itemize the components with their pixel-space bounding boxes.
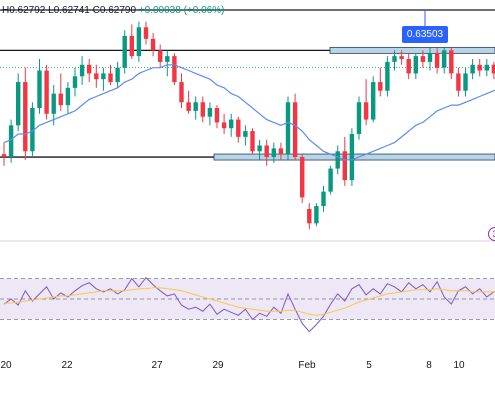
candle-body [477, 64, 482, 71]
candle-body [413, 56, 418, 74]
candle-body [193, 102, 198, 111]
candle-body [172, 56, 177, 83]
candle-body [108, 73, 113, 83]
candle-body [58, 93, 63, 106]
candle-body [165, 56, 170, 62]
candle-body [200, 102, 205, 117]
candle-body [158, 50, 163, 62]
price-label[interactable]: 0.63503 [402, 26, 448, 43]
candle-body [37, 70, 42, 109]
candle-body [179, 82, 184, 103]
candle-body [449, 50, 454, 74]
candle-body [456, 73, 461, 91]
candle-body [186, 102, 191, 111]
rsi-line [3, 276, 495, 333]
ohlc-legend: H0.62792 L0.62741 C0.62790 +0.00038 (+0.… [2, 5, 224, 16]
candle-body [406, 59, 411, 74]
candle-body [150, 38, 156, 51]
candle-body [79, 64, 85, 77]
candle-body [442, 50, 447, 68]
candle-body [51, 93, 56, 114]
candle-body [427, 53, 433, 62]
x-tick-label: Feb [298, 360, 316, 371]
candle-body [349, 133, 355, 181]
candle-body [30, 108, 35, 152]
candle-body [285, 102, 291, 155]
price-change: +0.00038 (+0.06%) [138, 5, 225, 16]
candle-body [207, 108, 213, 117]
candle-body [229, 119, 234, 129]
candle-body [399, 56, 404, 60]
ohlc-values: H0.62792 L0.62741 C0.62790 [2, 5, 139, 16]
candle-body [87, 64, 92, 74]
candle-body [115, 67, 120, 83]
candle-body [72, 76, 78, 88]
candle-body [378, 82, 383, 91]
candle-body [356, 102, 362, 134]
candle-body [221, 122, 227, 129]
candle-body [484, 64, 489, 71]
candle-body [434, 53, 440, 68]
candle-body [278, 148, 284, 155]
rsi-chart [0, 276, 495, 333]
candle-body [420, 56, 426, 62]
candle-body [44, 70, 49, 114]
candle-body [392, 56, 397, 62]
candle-body [243, 131, 248, 137]
x-tick-label: 10 [453, 360, 465, 371]
candle-body [335, 151, 340, 169]
candle-body [122, 35, 127, 68]
candle-body [16, 82, 21, 126]
candle-body [257, 145, 262, 152]
candle-body [129, 35, 134, 57]
candle-body [214, 108, 220, 123]
x-tick-label: 8 [426, 360, 432, 371]
candle-body [314, 206, 319, 224]
candle-body [8, 125, 14, 158]
price-zone [213, 153, 495, 161]
candle-body [470, 64, 475, 74]
x-tick-label: 29 [212, 360, 224, 371]
candle-body [264, 145, 269, 158]
candle-body [250, 131, 255, 152]
candle-body [328, 168, 333, 192]
moving-average-line [3, 64, 495, 161]
candle-body [300, 157, 305, 198]
candle-body [491, 64, 495, 74]
candle-body [94, 73, 99, 80]
price-zone [329, 46, 495, 54]
candle-body [101, 73, 106, 80]
candle-body [236, 119, 241, 137]
indicator-badge[interactable]: 3 [488, 227, 495, 241]
candle-body [136, 27, 142, 57]
candle-body [371, 82, 376, 120]
candle-body [23, 82, 28, 152]
candle-body [363, 102, 369, 120]
candle-body [292, 102, 298, 158]
price-chart [0, 9, 495, 230]
x-tick-label: 27 [151, 360, 163, 371]
rsi-moving-average-line [4, 287, 495, 316]
candle-body [1, 154, 7, 158]
candle-body [342, 151, 347, 181]
x-tick-label: 5 [366, 360, 372, 371]
candle-body [463, 73, 468, 91]
candle-body [143, 27, 149, 39]
x-tick-label: 20 [0, 360, 12, 371]
candle-body [65, 87, 71, 106]
candle-body [307, 208, 312, 224]
candle-body [271, 148, 276, 158]
candle-body [385, 61, 390, 91]
x-tick-label: 22 [61, 360, 73, 371]
candle-body [321, 191, 326, 207]
